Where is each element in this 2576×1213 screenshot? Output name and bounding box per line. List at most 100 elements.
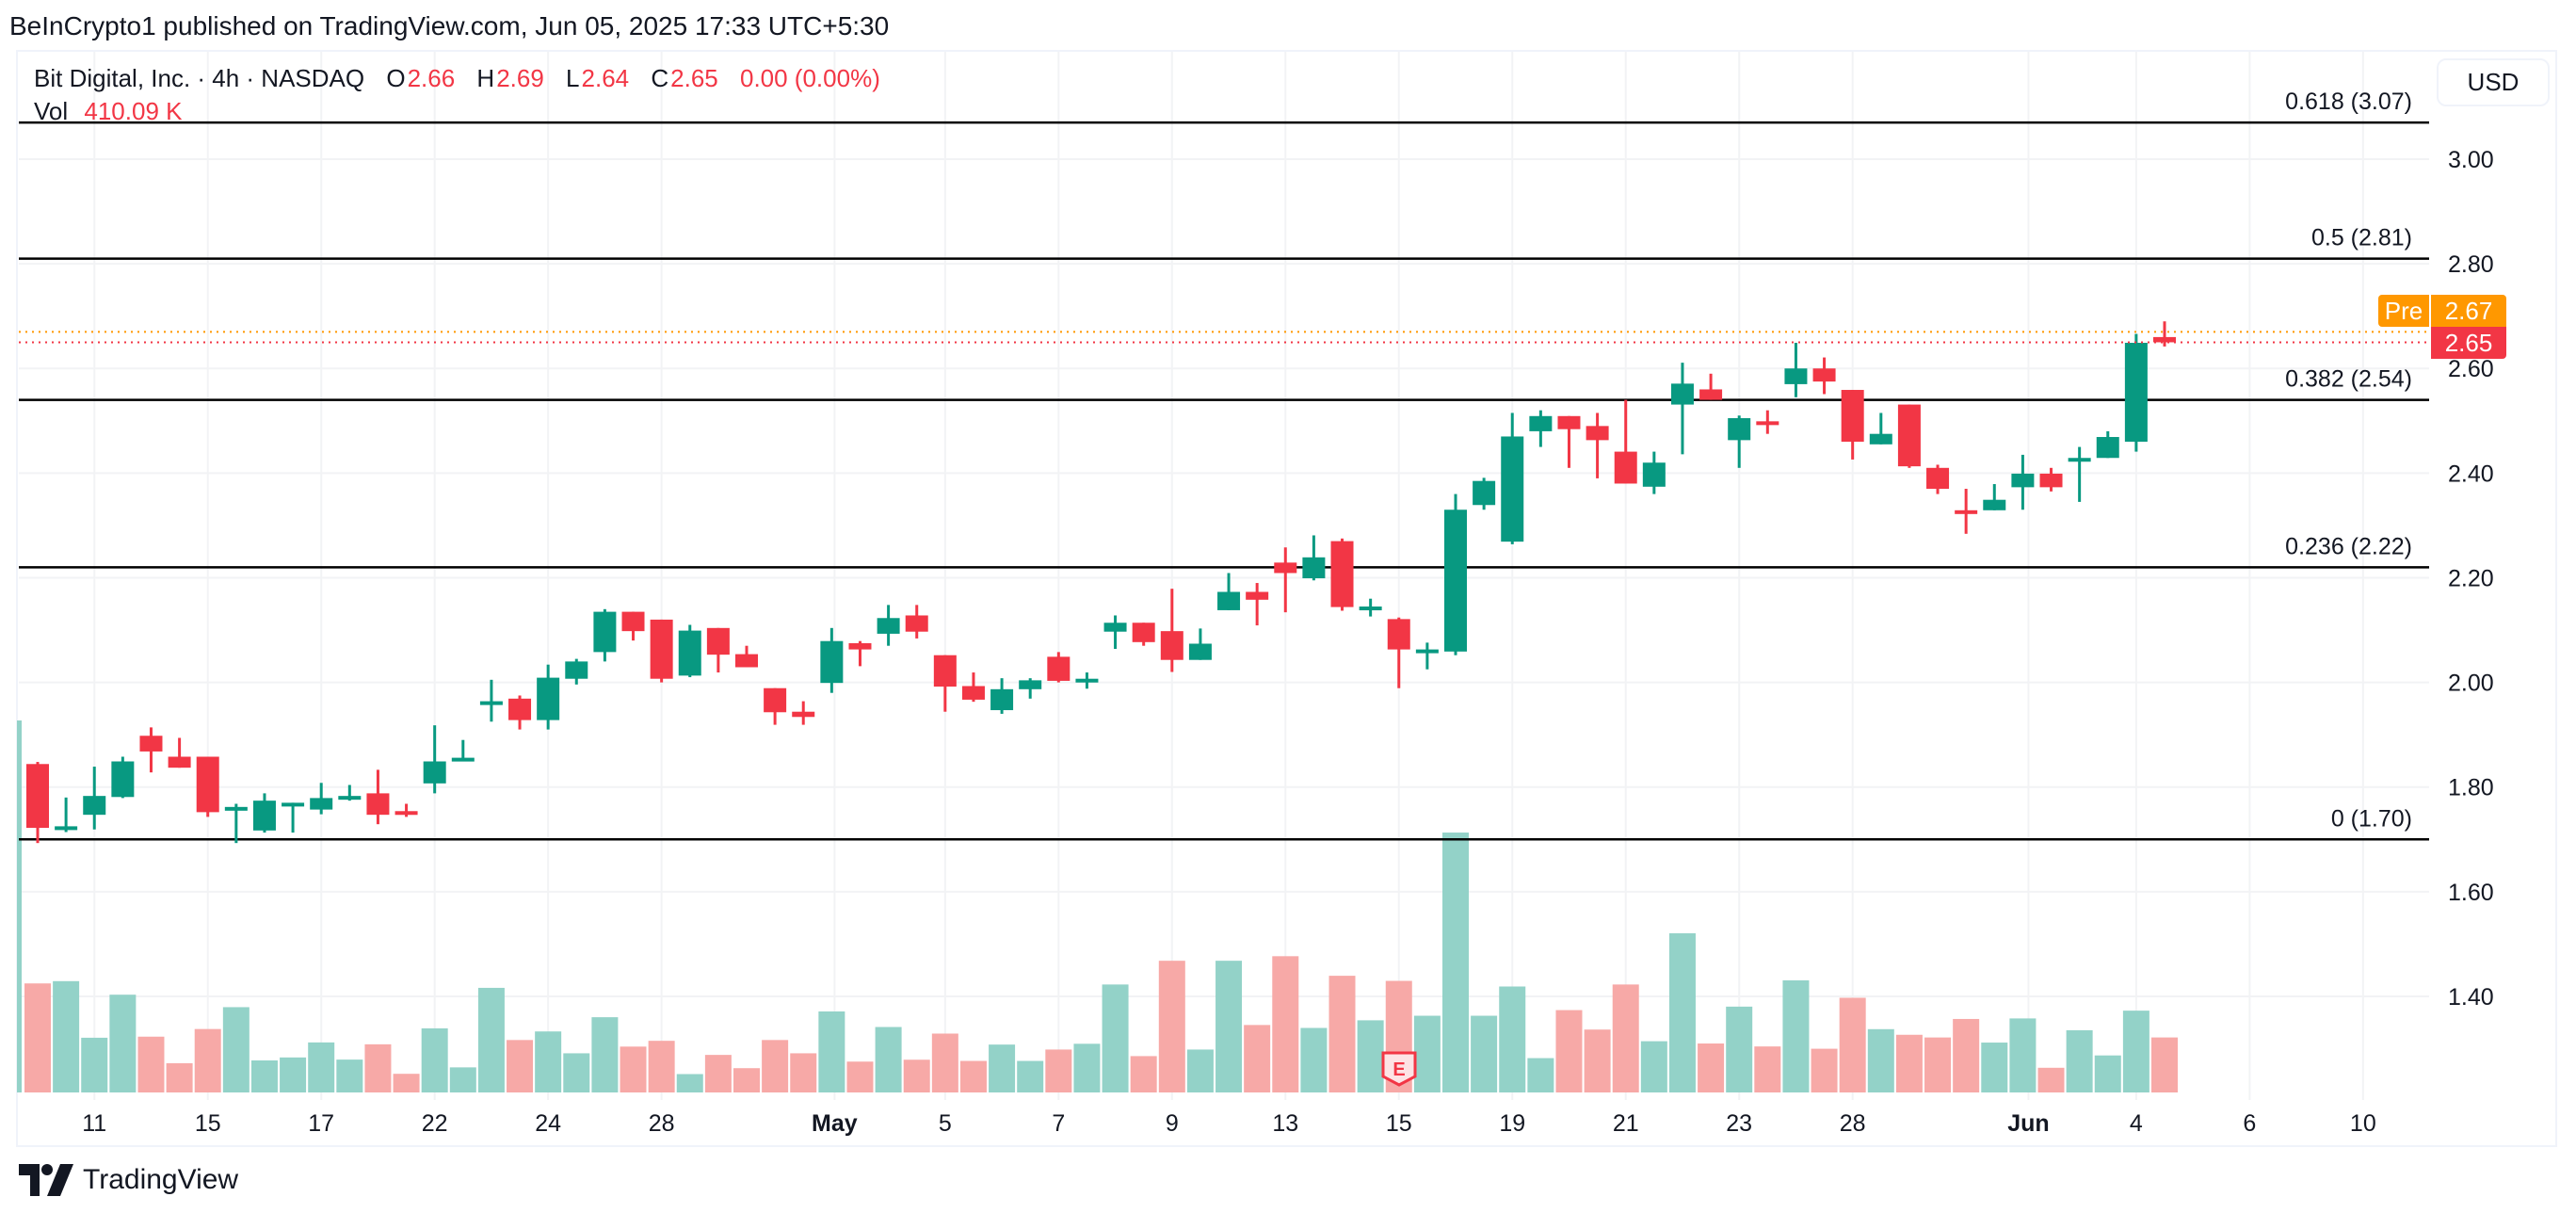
fib-label: 0.382 (2.54)	[2285, 366, 2412, 393]
candle-body	[792, 711, 815, 718]
candle-body	[26, 764, 49, 829]
candle-body	[451, 757, 475, 762]
volume-bar	[1895, 1034, 1923, 1092]
candle-body	[55, 826, 78, 831]
candle	[1501, 412, 1524, 544]
candle-wick	[858, 640, 861, 667]
candle-wick	[2163, 321, 2166, 347]
volume-bar	[2094, 1055, 2121, 1092]
candle-wick	[178, 737, 182, 768]
volume-bar	[1328, 976, 1356, 1092]
volume-bar	[1612, 984, 1639, 1092]
candle	[1160, 589, 1183, 672]
volume-bar	[1017, 1060, 1044, 1092]
candle-wick	[1397, 617, 1401, 688]
candle	[877, 605, 900, 646]
volume-bar	[449, 1067, 476, 1092]
candle	[537, 664, 560, 730]
volume-legend: Vol 410.09 K	[34, 97, 182, 126]
candle-wick	[1624, 399, 1628, 484]
volume-bar	[676, 1074, 703, 1092]
candle	[1614, 399, 1637, 484]
candle-body	[1841, 390, 1864, 443]
candle-wick	[490, 679, 493, 722]
volume-bar	[1924, 1037, 1952, 1092]
volume-bar	[1216, 961, 1243, 1092]
candle-body	[1501, 436, 1524, 542]
candle	[1047, 652, 1071, 683]
candle	[706, 627, 730, 673]
candle-body	[1897, 404, 1921, 467]
candle-body	[1359, 606, 1382, 611]
time-tick-label: 22	[422, 1110, 448, 1137]
candle	[1246, 583, 1269, 626]
candle-body	[1047, 656, 1071, 681]
currency-button[interactable]: USD	[2437, 58, 2550, 106]
volume-bar	[1527, 1058, 1554, 1092]
time-tick-label: 17	[308, 1110, 334, 1137]
volume-bar	[1782, 979, 1810, 1092]
candle	[1784, 343, 1808, 397]
gridlines	[19, 52, 2429, 1100]
symbol-legend: Bit Digital, Inc. · 4h · NASDAQ O2.66 H2…	[34, 64, 882, 93]
candle	[366, 769, 390, 825]
candle-body	[139, 736, 163, 752]
candle-body	[764, 687, 787, 713]
time-tick-label: 28	[649, 1110, 675, 1137]
earnings-icon: E	[1381, 1051, 1417, 1087]
candle	[1897, 404, 1921, 468]
candle-body	[706, 627, 730, 655]
time-tick-label: 5	[939, 1110, 952, 1137]
candle	[1728, 415, 1751, 468]
candle-body	[366, 793, 390, 816]
candle	[961, 672, 985, 703]
candle-body	[990, 688, 1014, 711]
tradingview-logo[interactable]: TradingView	[19, 1164, 238, 1196]
time-tick-label: 6	[2243, 1110, 2256, 1137]
candle-body	[1529, 415, 1553, 431]
candle	[2153, 321, 2176, 347]
candle	[1642, 451, 1666, 494]
candle-body	[1983, 499, 2006, 510]
candle	[1302, 535, 1326, 581]
candle-wick	[1879, 412, 1883, 445]
earnings-letter: E	[1393, 1059, 1405, 1080]
volume-bar	[421, 1027, 448, 1092]
candle-body	[820, 640, 844, 684]
candle	[55, 797, 78, 833]
high-label: H	[476, 64, 495, 92]
candle-wick	[433, 725, 437, 794]
candle-body	[508, 698, 532, 720]
symbol-title[interactable]: Bit Digital, Inc. · 4h · NASDAQ	[34, 64, 365, 92]
candle	[2124, 333, 2148, 452]
candle	[1557, 415, 1581, 468]
candle	[26, 762, 49, 844]
candle-body	[537, 677, 560, 720]
volume-bar	[931, 1033, 958, 1092]
volume-bar	[1130, 1056, 1157, 1092]
fib-levels: 0.618 (3.07) 0.5 (2.81) 0.382 (2.54) 0.236 …	[19, 89, 2429, 841]
candle-body	[1132, 623, 1155, 642]
volume-bar	[24, 983, 51, 1092]
candle-wick	[1709, 373, 1713, 400]
price-axis-labels: 3.00 2.80 2.60 2.40 2.20 2.00 1.80 1.60 1.40	[2448, 147, 2494, 1011]
volume-bar	[2151, 1037, 2178, 1092]
volume-bar	[959, 1060, 987, 1092]
price-lines	[19, 331, 2429, 344]
volume-bar	[166, 1062, 193, 1092]
candle-wick	[2078, 446, 2082, 502]
candle	[621, 611, 645, 641]
candle-body	[961, 686, 985, 700]
candle	[1473, 477, 1496, 510]
candle	[1670, 363, 1694, 455]
volume-bar	[1867, 1028, 1894, 1092]
earnings-marker[interactable]: E	[1380, 1050, 1418, 1088]
volume-bar	[1357, 1020, 1384, 1092]
candle	[1387, 617, 1410, 688]
candle-wick	[1170, 589, 1174, 672]
low-value: 2.64	[581, 64, 630, 92]
time-tick-label: 19	[1499, 1110, 1525, 1137]
candle-wick	[1737, 415, 1741, 468]
volume-bar	[364, 1043, 392, 1092]
